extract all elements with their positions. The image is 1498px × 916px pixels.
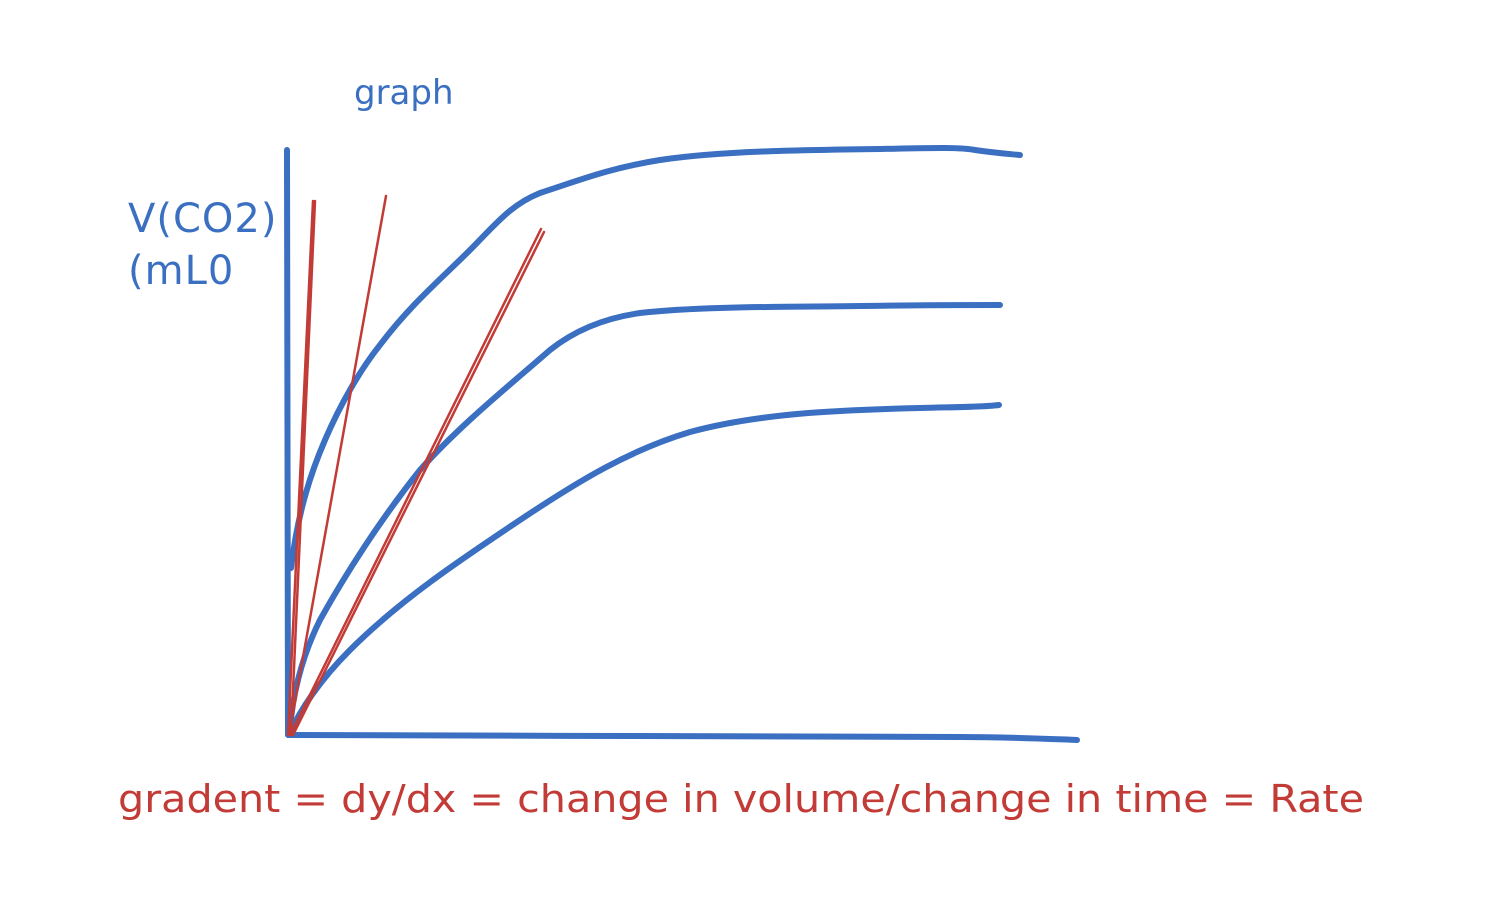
graph-title: graph — [354, 73, 454, 113]
y-axis-label-line1: V(CO2) — [128, 196, 277, 242]
slow-curve — [287, 402, 1002, 736]
gradient-caption: gradent = dy/dx = change in volume/chang… — [118, 777, 1364, 821]
medium-curve — [287, 302, 1003, 733]
y-axis — [284, 147, 291, 738]
fast-curve — [288, 145, 1023, 571]
y-axis-label-line2: (mL0 — [128, 248, 234, 294]
x-axis — [286, 732, 1080, 743]
tangent-slow — [288, 227, 546, 737]
tangent-medium — [287, 194, 388, 737]
tangent-fast — [286, 199, 317, 737]
